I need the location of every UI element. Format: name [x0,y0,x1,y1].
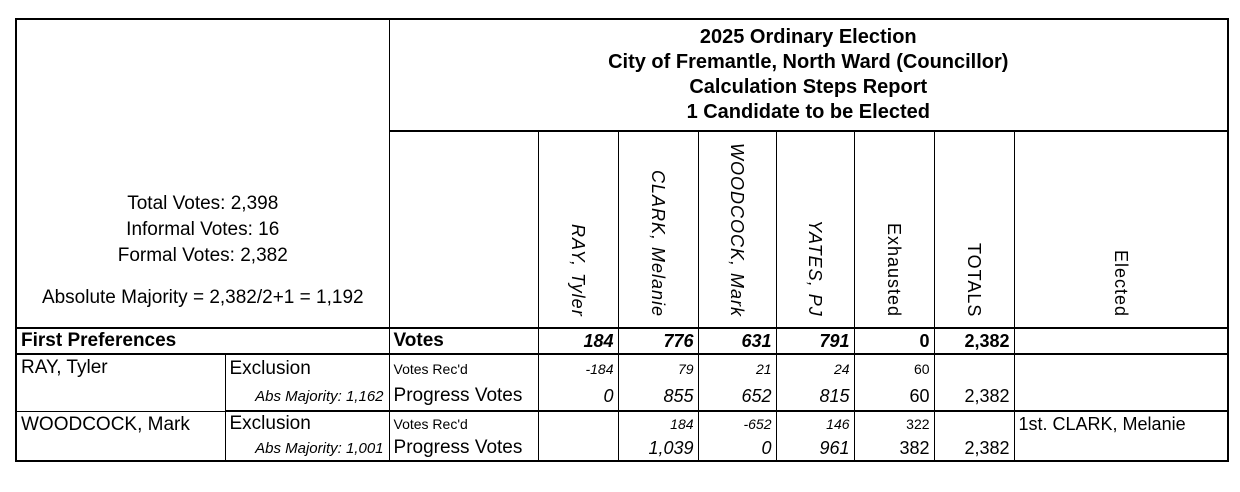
progress-total: 2,382 [933,436,1015,462]
progress-woodcock: 0 [697,436,777,462]
progress-exhausted: 382 [853,436,935,462]
step-abs-majority: Abs Majority: 1,162 [224,382,390,412]
table-row: WOODCOCK, Mark Exclusion Votes Rec'd 184… [15,410,1229,461]
votes-recd-yates: 146 [775,410,855,436]
empty-cell [933,410,1015,436]
empty-cell [537,436,619,462]
votes-recd-yates: 24 [775,353,855,382]
progress-ray: 0 [537,382,619,412]
votes-recd-ray: -184 [537,353,619,382]
progress-clark: 1,039 [617,436,699,462]
progress-votes-label: Progress Votes [388,436,539,462]
col-header-label: RAY, Tyler [568,224,589,317]
report-title: 2025 Ordinary Election City of Fremantle… [388,18,1229,132]
col-header-label: WOODCOCK, Mark [727,143,748,317]
calculation-steps-table: Total Votes: 2,398 Informal Votes: 16 Fo… [15,18,1230,462]
elected-result: 1st. CLARK, Melanie [1013,410,1229,436]
progress-exhausted: 60 [853,382,935,412]
table-row: RAY, Tyler CLARK, Melanie WOODCOCK, Mark… [16,130,1229,329]
title-line-report: Calculation Steps Report [689,76,928,98]
fp-exhausted: 0 [853,327,935,355]
first-preferences-label: First Preferences [15,327,390,355]
progress-yates: 815 [775,382,855,412]
fp-value-ray: 184 [537,327,619,355]
fp-value-clark: 776 [617,327,699,355]
col-header-clark-melanie: CLARK, Melanie [617,130,699,329]
empty-cell [1013,436,1229,462]
step-candidate-name: WOODCOCK, Mark [15,410,226,461]
col-header-label: Elected [1110,249,1131,317]
col-header-elected: Elected [1013,130,1229,329]
informal-votes-text: Informal Votes: 16 [126,219,280,240]
table-row: First Preferences Votes 184 776 631 791 … [15,327,1229,355]
title-line-ward: City of Fremantle, North Ward (Councillo… [608,51,1009,73]
fp-total: 2,382 [933,327,1015,355]
progress-yates: 961 [775,436,855,462]
col-header-ray-tyler: RAY, Tyler [537,130,619,329]
empty-cell [388,130,539,329]
col-header-label: TOTALS [964,242,985,317]
progress-woodcock: 652 [697,382,777,412]
votes-recd-woodcock: -652 [697,410,777,436]
votes-recd-exhausted: 322 [853,410,935,436]
votes-recd-clark: 79 [617,353,699,382]
step-action: Exclusion [224,410,390,436]
votes-row-label: Votes [388,327,539,355]
title-line-election: 2025 Ordinary Election [699,26,917,48]
votes-recd-label: Votes Rec'd [388,410,539,436]
progress-votes-label: Progress Votes [388,382,539,412]
empty-cell [933,353,1015,382]
empty-cell [537,410,619,436]
fp-value-yates: 791 [775,327,855,355]
absolute-majority-text: Absolute Majority = 2,382/2+1 = 1,192 [41,287,364,308]
empty-cell [1013,327,1229,355]
votes-recd-label: Votes Rec'd [388,353,539,382]
step-action: Exclusion [224,353,390,382]
table-row: Abs Majority: 1,001 Progress Votes 1,039… [16,436,1229,462]
summary-block: Total Votes: 2,398 Informal Votes: 16 Fo… [17,191,388,326]
empty-cell [1013,382,1229,412]
summary-cell: Total Votes: 2,398 Informal Votes: 16 Fo… [15,18,390,329]
empty-cell [1013,353,1229,382]
table-row: Total Votes: 2,398 Informal Votes: 16 Fo… [15,18,1229,329]
votes-recd-clark: 184 [617,410,699,436]
step-abs-majority: Abs Majority: 1,001 [224,436,390,462]
formal-votes-text: Formal Votes: 2,382 [117,245,288,266]
col-header-label: CLARK, Melanie [648,169,669,317]
votes-recd-woodcock: 21 [697,353,777,382]
step-candidate-name: RAY, Tyler [15,353,226,411]
col-header-label: YATES, PJ [805,220,826,317]
table-row: RAY, Tyler Exclusion Votes Rec'd -184 79… [15,353,1229,411]
col-header-woodcock-mark: WOODCOCK, Mark [697,130,777,329]
title-line-candidates: 1 Candidate to be Elected [686,101,930,123]
progress-clark: 855 [617,382,699,412]
fp-value-woodcock: 631 [697,327,777,355]
progress-total: 2,382 [933,382,1015,412]
total-votes-text: Total Votes: 2,398 [127,193,279,214]
col-header-totals: TOTALS [933,130,1015,329]
votes-recd-exhausted: 60 [853,353,935,382]
col-header-yates-pj: YATES, PJ [775,130,855,329]
col-header-exhausted: Exhausted [853,130,935,329]
table-row: Abs Majority: 1,162 Progress Votes 0 855… [16,382,1229,412]
col-header-label: Exhausted [884,222,905,317]
